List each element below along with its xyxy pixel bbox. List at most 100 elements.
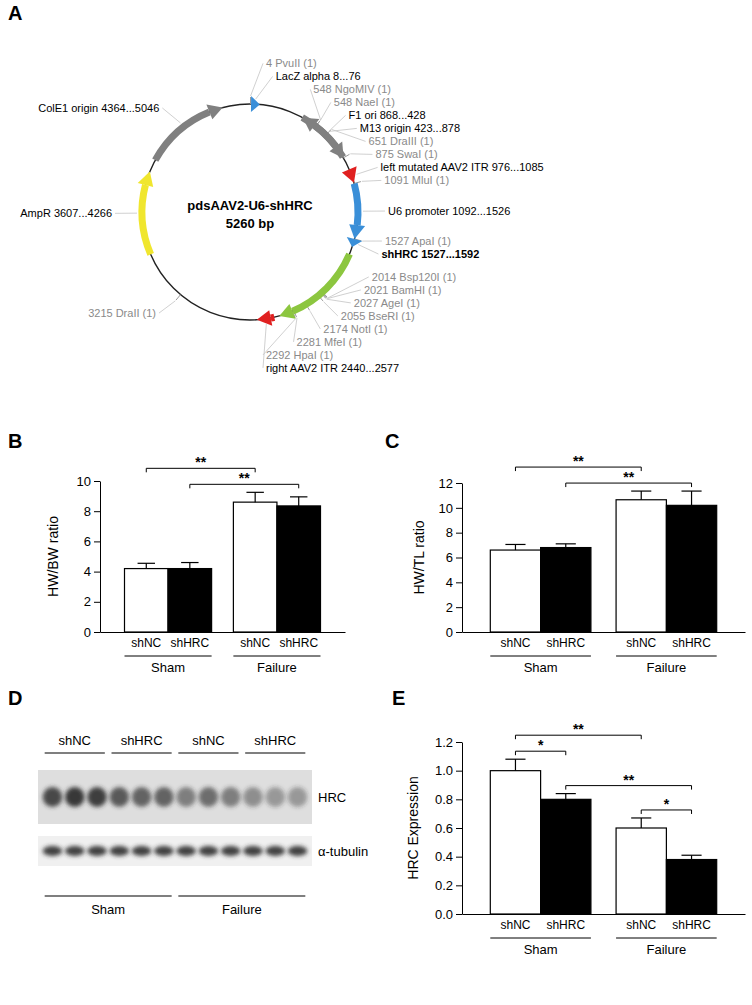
blot-band [243,846,263,856]
y-tick-mark [456,632,462,633]
lane-label: shNC [192,733,225,748]
y-tick-label: 6 [84,534,91,549]
y-tick-label: 0 [446,625,453,640]
feature-label: AmpR 3607...4266 [20,207,112,219]
group-label: Failure [222,902,262,917]
label-leader [159,301,175,313]
feature-label: LacZ alpha 8...76 [276,70,361,82]
lane-line [245,752,305,753]
x-tick: shHRC [672,918,711,932]
row-label: HRC [318,790,346,805]
x-tick: shNC [626,918,656,932]
error-bar [556,544,576,548]
error-bar-cap [505,544,525,545]
group-line [125,656,212,657]
y-tick-mark [94,602,100,603]
error-bar-cap [681,855,701,856]
group-line [45,895,172,896]
plasmid-backbone [142,104,358,320]
bar [125,569,169,632]
y-tick: 1.0 [435,763,462,778]
x-tick-label: shHRC [170,636,209,650]
label-leader [362,241,382,242]
bar [541,548,591,632]
y-tick: 1.2 [435,735,462,750]
feature-label: right AAV2 ITR 2440...2577 [266,362,399,374]
feature-arrow [342,166,357,182]
blot-band [288,787,308,807]
error-bar-cap [290,496,307,497]
error-bar-cap [631,817,651,818]
y-tick-mark [456,558,462,559]
lane-line [45,752,105,753]
x-tick: shHRC [170,636,209,650]
lane-label: shHRC [121,733,163,748]
y-tick-mark [456,483,462,484]
feature-head [257,310,272,326]
group-label: Sham [524,660,558,675]
lane-label: shNC [58,733,91,748]
group-line [490,938,591,939]
y-tick: 0.0 [435,907,462,922]
blot-band [65,787,85,807]
y-tick-mark [456,914,462,915]
feature-head [279,304,295,319]
y-tick: 0.4 [435,849,462,864]
label-leader [321,102,331,120]
y-tick: 4 [446,575,462,590]
bars [490,759,716,914]
y-tick-mark [94,572,100,573]
x-axis-line [463,914,746,915]
y-tick: 0.6 [435,821,462,836]
y-tick-label: 2 [446,600,453,615]
group-label: Sham [91,902,125,917]
label-leader [357,167,378,174]
x-axis: shNC shHRC shNC shHRC [463,633,746,650]
feature-arc [291,253,353,315]
site-label: 1091 MluI (1) [384,174,449,186]
x-tick: shNC [626,636,656,650]
y-tick-mark [456,508,462,509]
feature-arc [139,184,154,256]
x-tick: shHRC [672,636,711,650]
site-label: 548 NgoMIV (1) [313,83,391,95]
label-leader [328,277,369,298]
panel-label: B [8,430,22,452]
blot-band [288,846,308,856]
site-label: 548 NaeI (1) [334,96,395,108]
error-bar-cap [138,563,155,564]
site-label: 2292 HpaI (1) [266,349,333,361]
site-label: 875 SwaI (1) [375,148,437,160]
error-bar-stem [641,818,642,828]
y-tick-label: 0.2 [435,878,453,893]
label-leader [310,311,320,329]
y-axis-title: HRC Expression [405,776,421,879]
feature-arrow [138,172,154,256]
error-bar [246,492,263,502]
y-tick: 8 [84,504,100,519]
y-tick: 12 [439,476,462,491]
plasmid-name: pdsAAV2-U6-shHRC [187,198,313,213]
western-blot: DshNCshHRCshNCshHRCShamFailureHRCα-tubul… [8,687,368,917]
blot-band [243,787,263,807]
label-leader [324,302,338,316]
y-axis-line [100,482,101,633]
y-tick-label: 0.0 [435,907,453,922]
bar-chart: B0246810HW/BW ratioshNCshHRCshNCshHRCSha… [8,430,346,675]
error-bar-cap [181,562,198,563]
site-label: 2014 Bsp120I (1) [372,271,456,283]
x-tick-label: shNC [500,636,530,650]
significance-label: ** [623,469,634,485]
significance-label: ** [623,772,634,788]
blot-band [221,846,241,856]
bar [168,569,212,632]
x-tick: shHRC [546,636,585,650]
y-tick-mark [456,799,462,800]
bar [541,799,591,914]
feature-label: ColE1 origin 4364...5046 [38,102,159,114]
y-axis-line [462,484,463,633]
blot-band [87,846,107,856]
error-bar [681,491,701,505]
feature-head [138,172,153,187]
x-axis-line [101,632,346,633]
